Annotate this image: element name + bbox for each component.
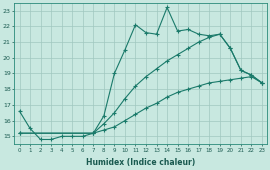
X-axis label: Humidex (Indice chaleur): Humidex (Indice chaleur) (86, 158, 195, 167)
